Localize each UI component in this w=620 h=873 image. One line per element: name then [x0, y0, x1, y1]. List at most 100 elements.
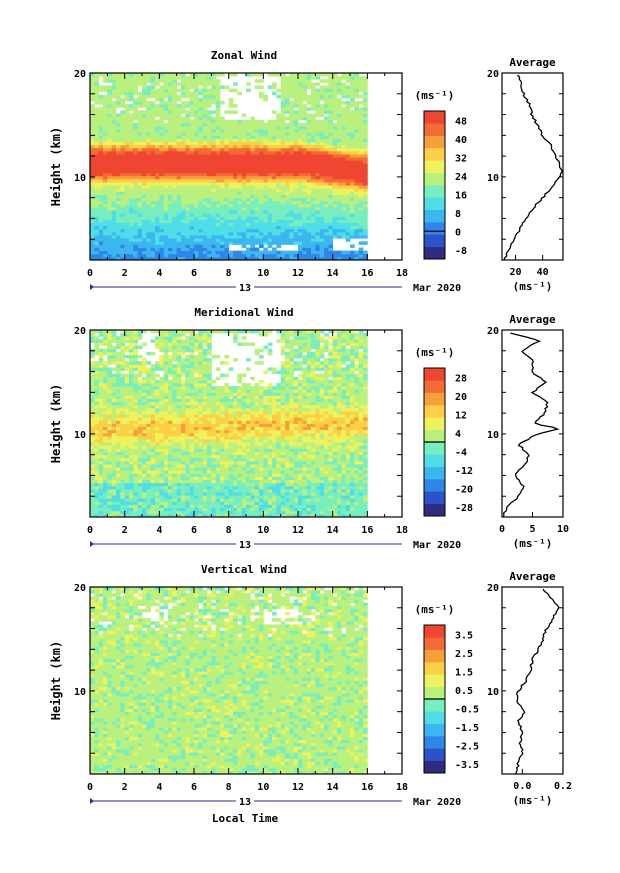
- heatmap-cell: [142, 417, 147, 421]
- heatmap-cell: [185, 194, 191, 199]
- heatmap-cell: [272, 250, 277, 255]
- heatmap-cell: [280, 178, 286, 183]
- heatmap-cell: [146, 442, 152, 446]
- heatmap-cell: [176, 330, 182, 334]
- heatmap-cell: [198, 116, 204, 121]
- heatmap-cell: [202, 138, 208, 142]
- heatmap-cell: [198, 160, 204, 164]
- heatmap-cell: [211, 169, 217, 174]
- heatmap-cell: [137, 470, 143, 474]
- heatmap-cell: [124, 79, 130, 83]
- colorbar-swatch: [424, 222, 445, 235]
- heatmap-cell: [189, 485, 195, 490]
- heatmap-cell: [172, 339, 178, 343]
- heatmap-cell: [120, 150, 126, 155]
- heatmap-cell: [172, 228, 178, 233]
- heatmap-cell: [90, 122, 95, 127]
- heatmap-cell: [254, 144, 260, 149]
- heatmap-cell: [159, 442, 165, 446]
- heatmap-cell: [181, 451, 186, 456]
- heatmap-cell: [142, 376, 147, 381]
- heatmap-cell: [185, 358, 191, 362]
- heatmap-cell: [358, 85, 364, 89]
- heatmap-cell: [176, 169, 182, 174]
- heatmap-cell: [163, 231, 169, 236]
- heatmap-cell: [285, 213, 290, 217]
- heatmap-cell: [202, 235, 208, 239]
- heatmap-cell: [133, 182, 139, 186]
- heatmap-cell: [337, 154, 342, 158]
- heatmap-cell: [98, 411, 104, 415]
- heatmap-cell: [116, 373, 121, 378]
- heatmap-cell: [107, 407, 113, 412]
- heatmap-cell: [94, 119, 100, 124]
- heatmap-cell: [168, 231, 173, 236]
- heatmap-cell: [124, 451, 130, 456]
- heatmap-cell: [237, 135, 243, 139]
- heatmap-cell: [137, 482, 143, 487]
- heatmap-cell: [94, 470, 100, 474]
- heatmap-cell: [358, 185, 364, 189]
- heatmap-cell: [228, 150, 234, 155]
- heatmap-cell: [363, 138, 368, 142]
- heatmap-cell: [133, 191, 139, 195]
- heatmap-cell: [124, 501, 130, 505]
- heatmap-cell: [293, 207, 299, 211]
- heatmap-cell: [207, 132, 212, 136]
- heatmap-cell: [202, 82, 208, 86]
- heatmap-cell: [133, 351, 139, 356]
- heatmap-cell: [133, 85, 139, 89]
- heatmap-cell: [176, 82, 182, 86]
- heatmap-cell: [107, 97, 113, 102]
- heatmap-cell: [202, 207, 208, 211]
- heatmap-cell: [289, 160, 295, 164]
- heatmap-cell: [98, 238, 104, 242]
- heatmap-cell: [90, 507, 95, 512]
- heatmap-cell: [224, 178, 230, 183]
- heatmap-cell: [220, 231, 225, 236]
- heatmap-cell: [103, 442, 108, 446]
- heatmap-cell: [293, 116, 299, 121]
- heatmap-cell: [181, 392, 186, 396]
- heatmap-cell: [254, 247, 260, 252]
- heatmap-cell: [163, 182, 169, 186]
- heatmap-cell: [259, 85, 264, 89]
- heatmap-cell: [315, 210, 321, 214]
- heatmap-cell: [185, 423, 191, 428]
- heatmap-cell: [150, 423, 156, 428]
- heatmap-cell: [90, 97, 95, 102]
- heatmap-cell: [111, 73, 117, 77]
- heatmap-cell: [189, 132, 195, 136]
- heatmap-cell: [111, 216, 117, 220]
- heatmap-cell: [168, 210, 173, 214]
- heatmap-cell: [103, 235, 108, 239]
- heatmap-cell: [133, 435, 139, 440]
- heatmap-cell: [272, 235, 277, 239]
- heatmap-cell: [207, 135, 212, 139]
- heatmap-cell: [363, 135, 368, 139]
- heatmap-cell: [315, 253, 321, 258]
- heatmap-cell: [250, 169, 256, 174]
- heatmap-cell: [150, 464, 156, 468]
- heatmap-cell: [111, 445, 117, 449]
- heatmap-cell: [168, 157, 173, 161]
- heatmap-cell: [345, 125, 351, 130]
- heatmap-cell: [319, 216, 325, 220]
- heatmap-cell: [181, 194, 186, 199]
- heatmap-cell: [137, 147, 143, 152]
- heatmap-cell: [324, 238, 329, 242]
- heatmap-cell: [107, 256, 113, 261]
- heatmap-cell: [233, 203, 238, 208]
- heatmap-cell: [107, 129, 113, 133]
- heatmap-cell: [211, 225, 217, 230]
- heatmap-cell: [259, 194, 264, 199]
- heatmap-cell: [129, 216, 134, 220]
- heatmap-cell: [315, 91, 321, 96]
- heatmap-cell: [124, 175, 130, 180]
- heatmap-cell: [289, 107, 295, 111]
- heatmap-cell: [133, 132, 139, 136]
- heatmap-cell: [363, 182, 368, 186]
- heatmap-cell: [267, 253, 273, 258]
- heatmap-cell: [98, 135, 104, 139]
- heatmap-cell: [103, 253, 108, 258]
